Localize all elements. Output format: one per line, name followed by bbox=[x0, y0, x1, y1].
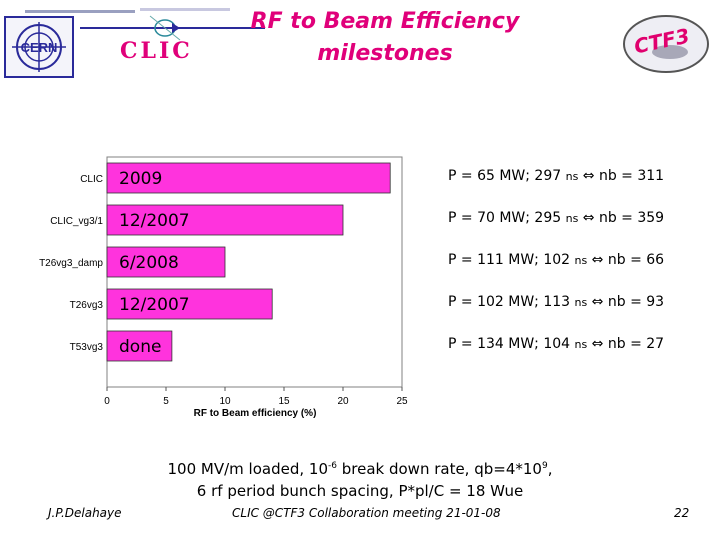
meeting-name: CLIC @CTF3 Collaboration meeting 21-01-0… bbox=[232, 506, 501, 520]
efficiency-bar-chart: 2009 12/2007 6/2008 12/2007 done CLIC CLIC_vg… bbox=[39, 156, 408, 419]
x-axis-ticks: 0 5 10 15 20 25 bbox=[104, 387, 408, 407]
summary-line-1: 100 MV/m loaded, 10-6 break down rate, q… bbox=[167, 460, 553, 478]
summary-line-2: 6 rf period bunch spacing, P*pl/C = 18 W… bbox=[196, 482, 524, 500]
annotation-bunches: nb = 359 bbox=[594, 210, 665, 226]
x-tick-label: 10 bbox=[219, 396, 231, 407]
implies-icon: ⇔ bbox=[587, 294, 604, 310]
clic-logo: CLIC bbox=[120, 38, 193, 64]
bar-CLIC bbox=[106, 162, 391, 194]
x-axis-title: RF to Beam efficiency (%) bbox=[194, 408, 317, 419]
beam-graphic bbox=[80, 15, 265, 41]
x-tick-label: 0 bbox=[104, 396, 110, 407]
annotation-row: P = 111 MW; 102 ns ⇔ nb = 66 bbox=[448, 252, 664, 268]
annotation-row: P = 102 MW; 113 ns ⇔ nb = 93 bbox=[448, 294, 664, 310]
annotation-row: P = 70 MW; 295 ns ⇔ nb = 359 bbox=[448, 210, 664, 226]
category-label: T26vg3 bbox=[70, 300, 104, 311]
annotation-unit: ns bbox=[565, 212, 579, 225]
annotation-row: P = 65 MW; 297 ns ⇔ nb = 311 bbox=[448, 168, 664, 184]
annotation-unit: ns bbox=[574, 254, 588, 267]
category-label: CLIC_vg3/1 bbox=[50, 216, 103, 227]
header-decoration bbox=[140, 8, 230, 11]
implies-icon: ⇔ bbox=[587, 252, 604, 268]
annotation-unit: ns bbox=[574, 296, 588, 309]
annotation-bunches: nb = 27 bbox=[603, 336, 665, 352]
header-decoration bbox=[25, 10, 135, 13]
bar-T53vg3 bbox=[106, 330, 173, 362]
category-label: T26vg3_damp bbox=[39, 258, 103, 269]
bar-label: 6/2008 bbox=[119, 253, 179, 273]
category-labels: CLIC CLIC_vg3/1 T26vg3_damp T26vg3 T53vg3 bbox=[39, 174, 103, 353]
page-title: RF to Beam Efficiency milestones bbox=[240, 6, 530, 70]
page-number: 22 bbox=[674, 506, 690, 520]
annotation-bunches: nb = 93 bbox=[603, 294, 665, 310]
annotation-bunches: nb = 66 bbox=[603, 252, 665, 268]
bar-label: 12/2007 bbox=[119, 295, 190, 315]
cern-logo-text: CERN bbox=[21, 40, 58, 55]
title-line-2: milestones bbox=[317, 41, 453, 66]
title-line-1: RF to Beam Efficiency bbox=[250, 9, 520, 34]
implies-icon: ⇔ bbox=[578, 168, 595, 184]
annotation-unit: ns bbox=[565, 170, 579, 183]
category-label: CLIC bbox=[80, 174, 103, 185]
x-tick-label: 5 bbox=[163, 396, 169, 407]
bar-label: done bbox=[119, 337, 161, 357]
summary-text: 100 MV/m loaded, 10-6 break down rate, q… bbox=[60, 455, 660, 502]
x-tick-label: 15 bbox=[278, 396, 290, 407]
annotation-row: P = 134 MW; 104 ns ⇔ nb = 27 bbox=[448, 336, 664, 352]
annotation-power-pulse: P = 70 MW; 295 bbox=[448, 210, 566, 226]
annotation-power-pulse: P = 111 MW; 102 bbox=[448, 252, 575, 268]
annotation-power-pulse: P = 102 MW; 113 bbox=[448, 294, 575, 310]
annotation-bunches: nb = 311 bbox=[594, 168, 665, 184]
x-tick-label: 20 bbox=[337, 396, 349, 407]
bar-T26vg3 bbox=[106, 288, 273, 320]
cern-logo: CERN bbox=[4, 16, 74, 78]
implies-icon: ⇔ bbox=[578, 210, 595, 226]
x-tick-label: 25 bbox=[396, 396, 408, 407]
annotation-power-pulse: P = 65 MW; 297 bbox=[448, 168, 566, 184]
author: J.P.Delahaye bbox=[48, 506, 122, 520]
annotation-unit: ns bbox=[574, 338, 588, 351]
bar-label: 12/2007 bbox=[119, 211, 190, 231]
bars: 2009 12/2007 6/2008 12/2007 done bbox=[106, 162, 391, 362]
category-label: T53vg3 bbox=[70, 342, 104, 353]
annotation-power-pulse: P = 134 MW; 104 bbox=[448, 336, 575, 352]
ctf3-logo: CTF3 bbox=[623, 15, 709, 73]
bar-T26vg3_damp bbox=[106, 246, 226, 278]
bar-label: 2009 bbox=[119, 169, 162, 189]
implies-icon: ⇔ bbox=[587, 336, 604, 352]
bar-CLIC_vg3/1 bbox=[106, 204, 344, 236]
